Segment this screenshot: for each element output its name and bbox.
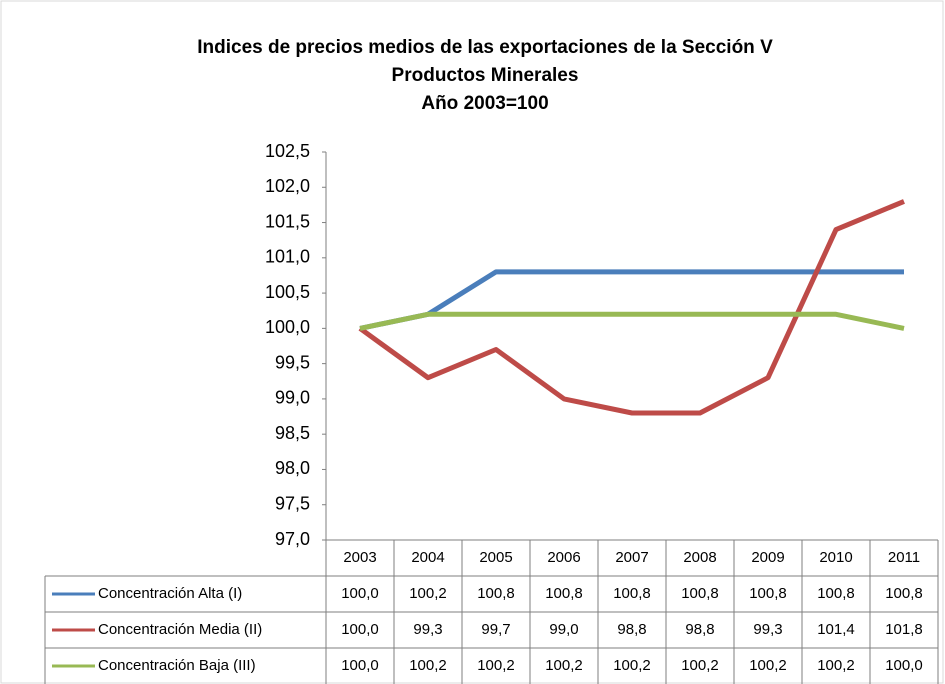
- table-value: 100,8: [681, 585, 719, 602]
- table-value: 100,2: [817, 657, 855, 674]
- x-tick-label: 2003: [343, 549, 376, 566]
- chart-title: Año 2003=100: [421, 93, 548, 114]
- y-tick-label: 101,5: [265, 211, 310, 231]
- y-tick-label: 99,0: [275, 388, 310, 408]
- table-value: 100,8: [613, 585, 651, 602]
- legend-label: Concentración Alta (I): [98, 585, 242, 602]
- x-tick-label: 2004: [411, 549, 444, 566]
- legend-label: Concentración Media (II): [98, 621, 262, 638]
- y-tick-label: 101,0: [265, 247, 310, 267]
- table-value: 98,8: [617, 621, 646, 638]
- y-tick-label: 98,5: [275, 423, 310, 443]
- table-value: 99,7: [481, 621, 510, 638]
- table-value: 100,0: [885, 657, 923, 674]
- table-value: 100,2: [409, 657, 447, 674]
- chart-title: Indices de precios medios de las exporta…: [197, 37, 773, 58]
- x-tick-label: 2006: [547, 549, 580, 566]
- y-tick-label: 100,5: [265, 282, 310, 302]
- y-tick-label: 98,0: [275, 458, 310, 478]
- x-tick-label: 2011: [888, 549, 920, 566]
- table-value: 100,8: [545, 585, 583, 602]
- table-value: 100,2: [749, 657, 787, 674]
- table-value: 100,2: [681, 657, 719, 674]
- y-tick-label: 102,0: [265, 176, 310, 196]
- x-tick-label: 2008: [683, 549, 716, 566]
- table-value: 100,8: [749, 585, 787, 602]
- y-tick-label: 97,0: [275, 529, 310, 549]
- table-value: 99,3: [753, 621, 782, 638]
- y-tick-label: 100,0: [265, 317, 310, 337]
- y-tick-label: 97,5: [275, 493, 310, 513]
- x-tick-label: 2007: [615, 549, 648, 566]
- x-tick-label: 2010: [819, 549, 852, 566]
- legend-label: Concentración Baja (III): [98, 657, 256, 674]
- table-value: 100,0: [341, 585, 379, 602]
- table-value: 100,2: [409, 585, 447, 602]
- x-tick-label: 2009: [751, 549, 784, 566]
- y-tick-label: 102,5: [265, 141, 310, 161]
- x-tick-label: 2005: [479, 549, 512, 566]
- table-value: 101,4: [817, 621, 855, 638]
- table-value: 100,8: [817, 585, 855, 602]
- table-value: 100,8: [885, 585, 923, 602]
- y-tick-label: 99,5: [275, 352, 310, 372]
- line: [359, 311, 905, 331]
- table-value: 98,8: [685, 621, 714, 638]
- chart-title: Productos Minerales: [392, 65, 579, 86]
- table-value: 100,0: [341, 621, 379, 638]
- table-value: 100,8: [477, 585, 515, 602]
- line: [358, 199, 905, 416]
- table-value: 100,0: [341, 657, 379, 674]
- table-value: 100,2: [477, 657, 515, 674]
- table-value: 99,3: [413, 621, 442, 638]
- table-value: 101,8: [885, 621, 923, 638]
- table-value: 100,2: [613, 657, 651, 674]
- table-value: 100,2: [545, 657, 583, 674]
- line: [359, 269, 904, 331]
- table-value: 99,0: [549, 621, 578, 638]
